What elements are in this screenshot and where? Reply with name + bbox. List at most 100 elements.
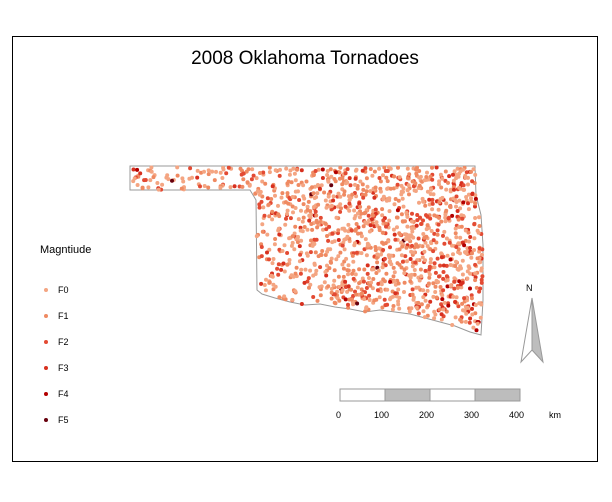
tornado-point [380,207,385,212]
tornado-point [353,289,357,294]
tornado-point [331,283,336,288]
tornado-point [437,274,441,279]
tornado-point [310,243,315,248]
tornado-point [438,172,443,177]
tornado-point [405,214,410,219]
tornado-point [276,272,281,277]
tornado-point [320,249,325,253]
tornado-point [453,264,458,268]
tornado-point [366,213,371,218]
legend-label: F1 [58,311,69,321]
tornado-point [315,225,320,230]
tornado-point [387,209,392,214]
tornado-point [409,306,414,311]
tornado-point [363,309,368,314]
tornado-point [473,278,478,283]
tornado-point [409,219,414,224]
tornado-point [434,240,439,245]
tornado-point [367,293,372,298]
tornado-point [431,249,436,254]
tornado-point [392,270,397,275]
tornado-point [181,179,186,184]
tornado-point [433,284,438,289]
tornado-point [276,212,281,217]
tornado-point [458,235,463,240]
scale-unit: km [549,410,561,420]
tornado-point [396,165,400,170]
tornado-point [336,191,341,196]
north-arrow-right-half [531,297,544,364]
tornado-point [405,166,410,171]
tornado-point [332,177,337,181]
tornado-point [374,220,379,225]
tornado-point [277,232,282,237]
tornado-point [254,234,259,239]
tornado-point [470,251,474,256]
tornado-point [385,302,390,307]
tornado-point [450,213,455,218]
tornado-point [257,192,262,197]
tornado-point [265,250,269,255]
tornado-point [305,204,310,209]
tornado-point [397,175,402,180]
tornado-point [319,183,324,188]
tornado-point [336,231,340,236]
tornado-point [149,169,154,174]
tornado-point [342,192,347,197]
tornado-point [324,205,329,210]
tornado-point [419,302,424,307]
tornado-point [365,243,370,248]
tornado-point [300,229,305,234]
north-label: N [526,283,533,293]
tornado-point [295,236,300,241]
tornado-point [415,213,420,217]
tornado-point [224,171,229,176]
tornado-point [305,227,310,232]
tornado-point [328,204,333,209]
tornado-point [343,171,348,176]
tornado-point [417,200,421,205]
tornado-point [365,184,370,189]
tornado-point [425,170,429,175]
tornado-point [298,252,303,257]
tornado-point [430,177,435,182]
tornado-point [361,279,366,284]
tornado-point [454,204,458,209]
tornado-point [336,238,341,242]
tornado-point [452,276,457,281]
tornado-point [412,272,417,277]
tornado-point [308,250,313,255]
tornado-point [427,275,432,280]
tornado-point [277,295,282,300]
tornado-point [401,189,405,194]
tornado-point [444,187,449,192]
tornado-point [206,168,211,173]
tornado-point [382,165,387,170]
tornado-point [321,227,325,232]
tornado-point [295,240,300,245]
tornado-point [463,250,467,255]
tornado-point [350,253,355,258]
tornado-point [287,172,292,177]
tornado-point [354,194,359,199]
tornado-point [424,175,429,179]
tornado-point [358,179,363,184]
tornado-point [479,266,484,271]
tornado-point [453,231,458,236]
tornado-point [302,280,307,285]
tornado-point [309,222,314,226]
tornado-point [210,169,215,174]
tornado-point [372,169,377,174]
tornado-point [461,200,466,205]
tornado-point [472,248,477,252]
tornado-point [363,237,368,242]
tornado-point [444,236,449,241]
tornado-point [148,178,153,183]
tornado-point [390,307,395,312]
tornado-point [310,185,314,190]
tornado-point [309,238,313,243]
tornado-point [451,252,455,257]
tornado-point [375,288,380,293]
tornado-point [371,277,376,281]
tornado-point [361,224,366,229]
